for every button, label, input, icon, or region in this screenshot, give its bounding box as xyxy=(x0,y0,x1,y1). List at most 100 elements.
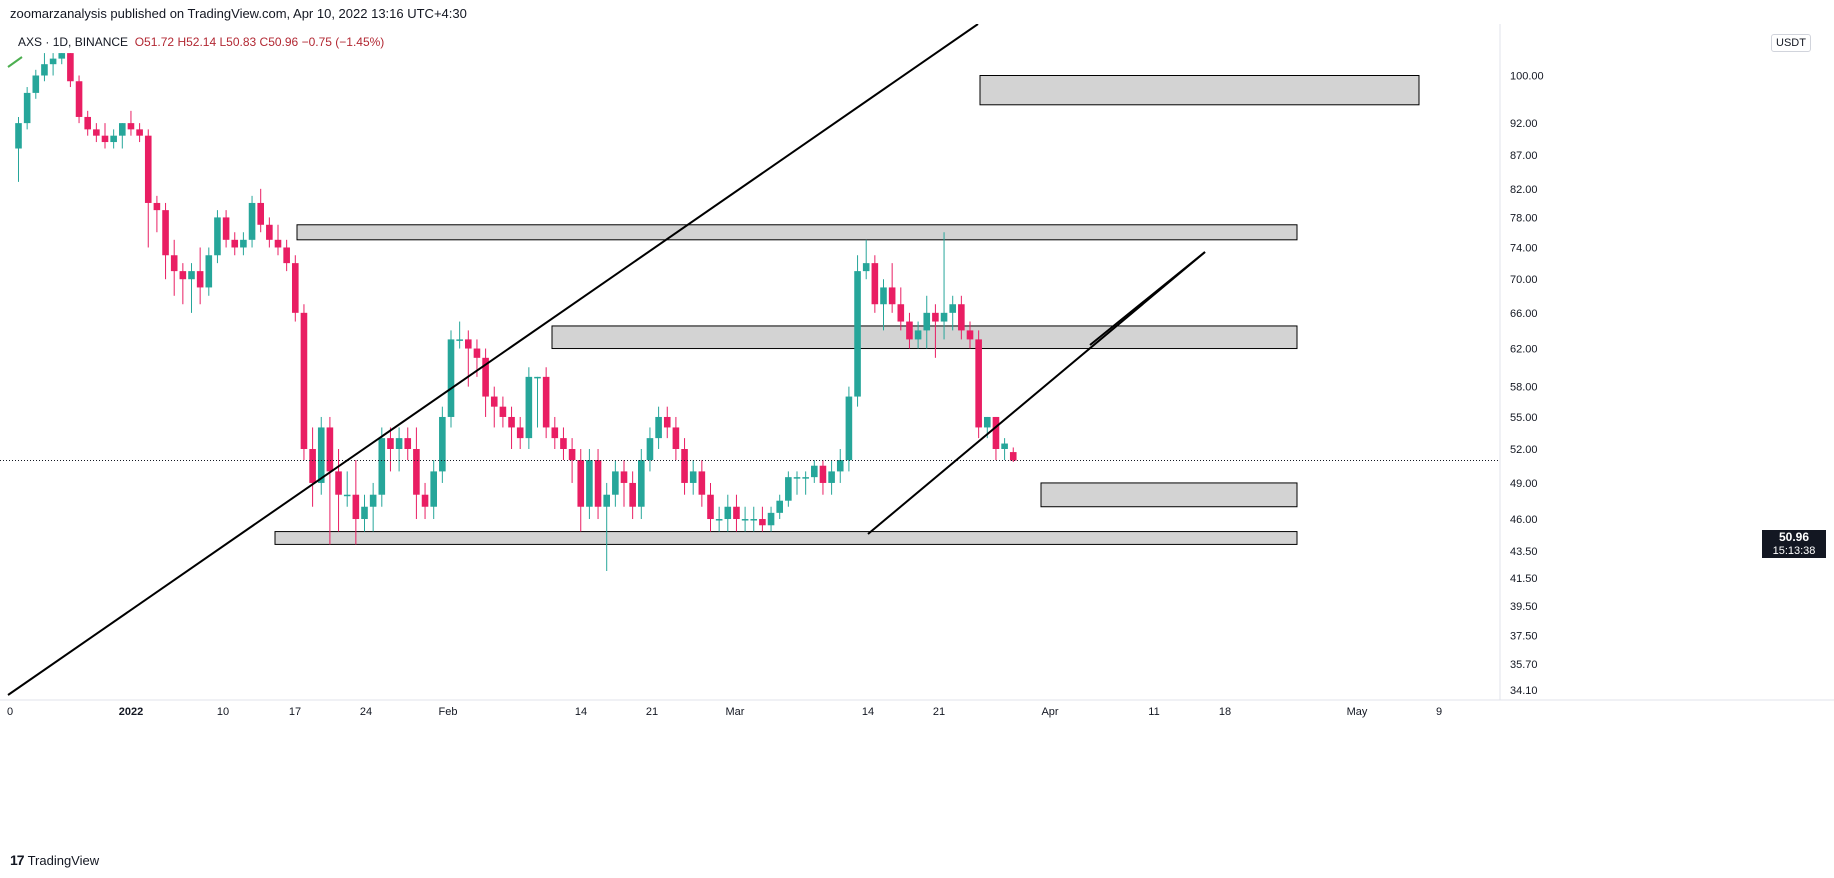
candle-body xyxy=(317,427,325,483)
candle-body xyxy=(274,239,282,248)
candle-body xyxy=(84,116,91,130)
candle-body xyxy=(603,494,610,507)
candle-body xyxy=(871,263,879,305)
candle-body xyxy=(101,135,109,143)
tradingview-footer[interactable]: 17 TradingView xyxy=(10,852,99,868)
candle-body xyxy=(369,494,377,507)
candle-body xyxy=(283,247,290,264)
candle-body xyxy=(828,471,835,483)
candle-body xyxy=(811,465,818,478)
current-price-value: 50.96 xyxy=(1778,530,1810,544)
candle-body xyxy=(845,396,853,461)
price-tick-label: 46.00 xyxy=(1510,514,1538,526)
candle-body xyxy=(620,471,628,483)
time-tick-label: Mar xyxy=(726,706,745,718)
candle-body xyxy=(525,376,533,439)
candle-body xyxy=(490,396,498,407)
legend-low: L50.83 xyxy=(219,35,257,49)
candle-body xyxy=(923,312,931,331)
candle-body xyxy=(49,58,57,65)
price-tick-label: 35.70 xyxy=(1510,659,1538,671)
price-tick-label: 62.00 xyxy=(1510,344,1538,356)
candle-body xyxy=(560,438,567,449)
trendline xyxy=(1089,251,1206,346)
candle-body xyxy=(214,217,221,256)
time-tick-label: 14 xyxy=(575,706,587,718)
candle-body xyxy=(110,135,117,143)
candle-body xyxy=(465,339,472,349)
legend-high: H52.14 xyxy=(177,35,217,49)
time-tick-label: 21 xyxy=(646,706,658,718)
current-price-label: 50.96 15:13:38 xyxy=(1762,530,1826,558)
candle-body xyxy=(897,304,905,322)
price-tick-label: 70.00 xyxy=(1510,274,1538,286)
candle-body xyxy=(586,460,593,507)
candle-body xyxy=(940,312,948,322)
candle-body xyxy=(335,471,342,495)
price-tick-label: 82.00 xyxy=(1510,184,1538,196)
price-tick-label: 87.00 xyxy=(1510,150,1538,162)
candle-body xyxy=(240,239,247,248)
candle-body xyxy=(880,287,887,305)
candle-body xyxy=(638,460,645,507)
candle-body xyxy=(222,217,230,240)
candlestick-chart[interactable]: 100.00 92.00 87.00 82.00 78.00 74.00 70.00 66.0… xyxy=(0,24,1834,844)
candle-body xyxy=(15,123,22,149)
candle-body xyxy=(629,482,636,507)
candle-body xyxy=(958,304,965,331)
candle-body xyxy=(170,255,178,272)
ohlc-legend: AXS · 1D, BINANCE O51.72 H52.14 L50.83 C… xyxy=(18,35,385,49)
candle-body xyxy=(75,81,83,117)
time-tick-label: 17 xyxy=(289,706,301,718)
currency-button[interactable]: USDT xyxy=(1771,34,1811,52)
bar-countdown: 15:13:38 xyxy=(1772,545,1816,557)
candle-body xyxy=(819,465,827,483)
moving-average-line xyxy=(7,56,23,68)
time-tick-label: May xyxy=(1347,706,1368,718)
resistance-zone xyxy=(979,75,1420,106)
resistance-zone xyxy=(1040,482,1298,508)
candle-body xyxy=(733,506,740,520)
time-tick-label: Apr xyxy=(1041,706,1058,718)
candle-body xyxy=(741,519,749,521)
candle-body xyxy=(992,416,1000,449)
candle-body xyxy=(681,448,688,483)
candle-body xyxy=(257,202,264,225)
candle-body xyxy=(516,427,524,439)
candle-body xyxy=(698,471,706,495)
price-tick-label: 55.00 xyxy=(1510,412,1538,424)
candle-body xyxy=(326,427,334,472)
tradingview-logo-icon: 17 xyxy=(10,852,25,868)
time-tick-label: 18 xyxy=(1219,706,1231,718)
candle-body xyxy=(689,471,697,483)
candle-body xyxy=(439,416,446,472)
time-tick-label: Feb xyxy=(439,706,458,718)
candle-body xyxy=(672,427,680,449)
candle-body xyxy=(136,129,143,136)
candle-body xyxy=(1001,443,1008,449)
price-tick-label: 74.00 xyxy=(1510,242,1538,254)
time-tick-label: 0 xyxy=(7,706,13,718)
candle-body xyxy=(23,92,31,124)
candle-body xyxy=(153,202,161,211)
candle-body xyxy=(395,438,403,449)
candle-body xyxy=(456,339,463,341)
footer-brand: TradingView xyxy=(27,852,100,868)
candle-body xyxy=(352,494,360,520)
candle-body xyxy=(542,376,550,428)
candle-body xyxy=(836,460,844,472)
candle-body xyxy=(984,416,991,428)
candle-body xyxy=(785,477,792,501)
time-tick-label: 14 xyxy=(862,706,874,718)
candle-body xyxy=(447,339,455,417)
candle-body xyxy=(508,416,515,428)
candle-body xyxy=(568,448,576,461)
time-tick-label: 10 xyxy=(217,706,229,718)
candle-body xyxy=(473,348,481,358)
price-tick-label: 100.00 xyxy=(1510,71,1544,83)
candle-body xyxy=(343,494,351,497)
time-tick-label: 21 xyxy=(933,706,945,718)
price-tick-label: 58.00 xyxy=(1510,382,1538,394)
candle-body xyxy=(179,271,187,280)
time-tick-label: 24 xyxy=(360,706,372,718)
